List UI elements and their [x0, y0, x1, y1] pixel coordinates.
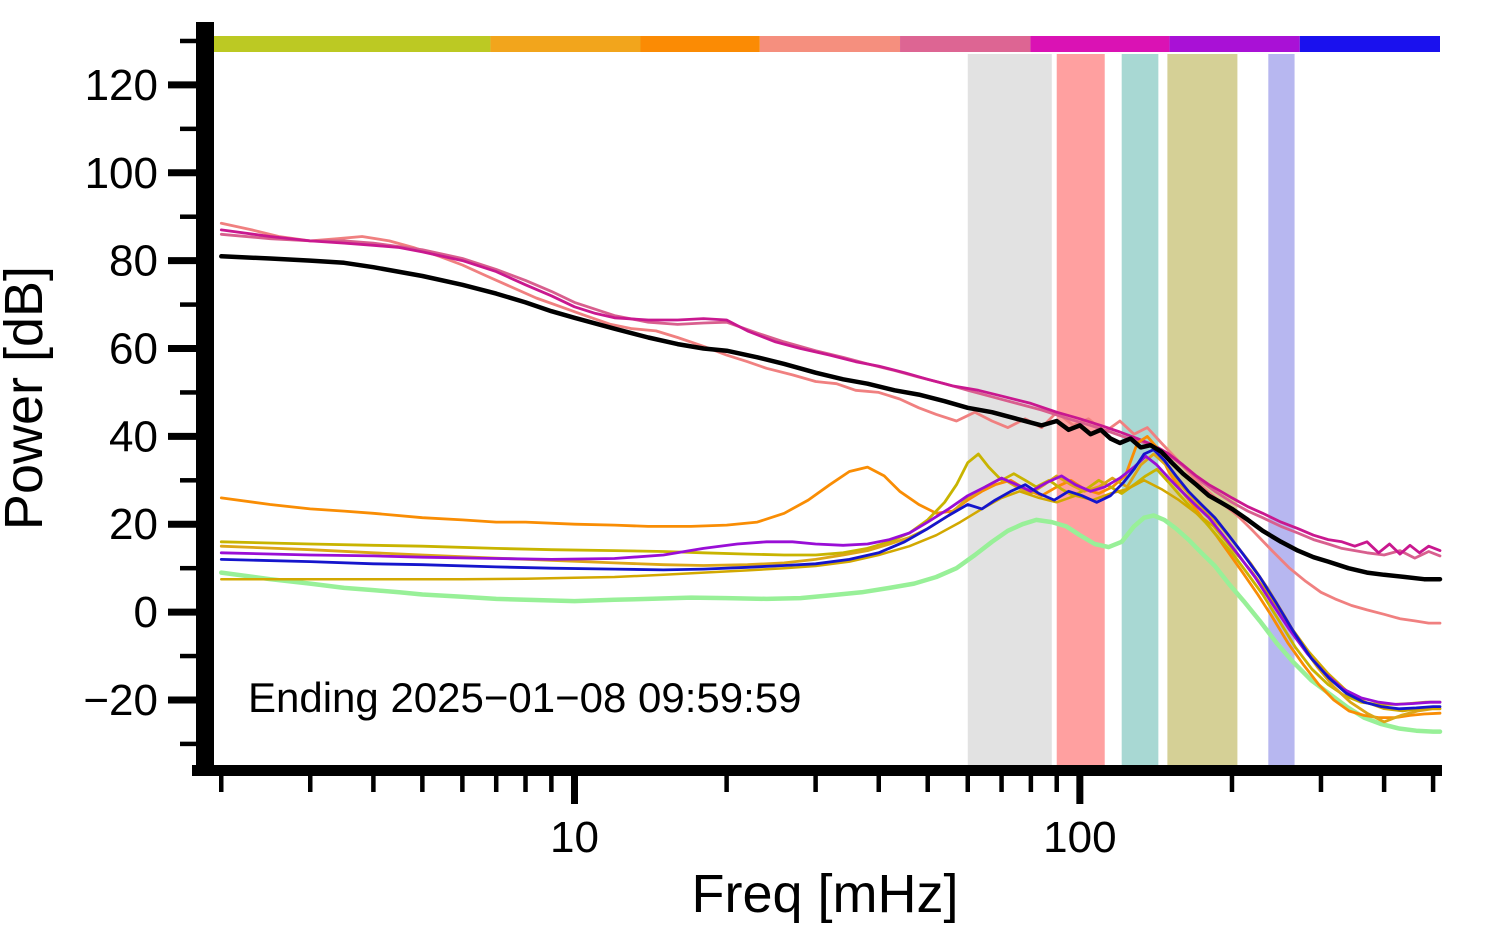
band-olive	[1167, 54, 1238, 765]
axes-layer: 10 100 −20 0 20 40 60 80 100 120	[83, 22, 1442, 862]
colorbar-segment-purple	[1169, 36, 1300, 52]
y-tick-label-20: 20	[109, 500, 158, 549]
x-axis-label: Freq [mHz]	[691, 864, 958, 924]
colorbar-segment-light-orange	[490, 36, 641, 52]
colorbar-segment-yellow-green	[210, 36, 491, 52]
curve-lightgreen	[219, 513, 1443, 734]
y-tick-label-80: 80	[109, 237, 158, 286]
spectra-curves-layer	[219, 221, 1443, 734]
band-teal	[1121, 54, 1159, 765]
band-red	[1056, 54, 1105, 765]
x-tick-label-10: 10	[550, 813, 599, 862]
curve-gold-low	[220, 479, 1442, 713]
y-tick-label-0: 0	[134, 588, 158, 637]
curve-magenta	[219, 228, 1442, 556]
colorbar-segment-magenta	[1030, 36, 1170, 52]
curve-black	[219, 254, 1443, 582]
curve-olive-yellow	[219, 452, 1442, 706]
y-tick-label-100: 100	[85, 149, 158, 198]
colorbar-segment-pink	[900, 36, 1031, 52]
curve-salmon	[219, 221, 1442, 625]
colorbar-segment-salmon	[759, 36, 901, 52]
y-axis-bar	[196, 22, 214, 776]
y-tick-label-40: 40	[109, 412, 158, 461]
colorbar-segment-blue	[1299, 36, 1440, 52]
y-tick-label-−20: −20	[83, 676, 158, 725]
frequency-colorbar-layer	[210, 36, 1440, 52]
curve-blue	[219, 448, 1442, 711]
y-axis-label: Power [dB]	[0, 266, 54, 530]
x-tick-label-100: 100	[1043, 813, 1116, 862]
curve-rose	[219, 232, 1442, 560]
y-tick-label-60: 60	[109, 325, 158, 374]
ending-timestamp-annotation: Ending 2025−01−08 09:59:59	[248, 674, 802, 721]
x-axis-bar	[192, 765, 1442, 776]
y-tick-label-120: 120	[85, 61, 158, 110]
colorbar-segment-orange	[640, 36, 760, 52]
frequency-bands-layer	[967, 54, 1295, 765]
